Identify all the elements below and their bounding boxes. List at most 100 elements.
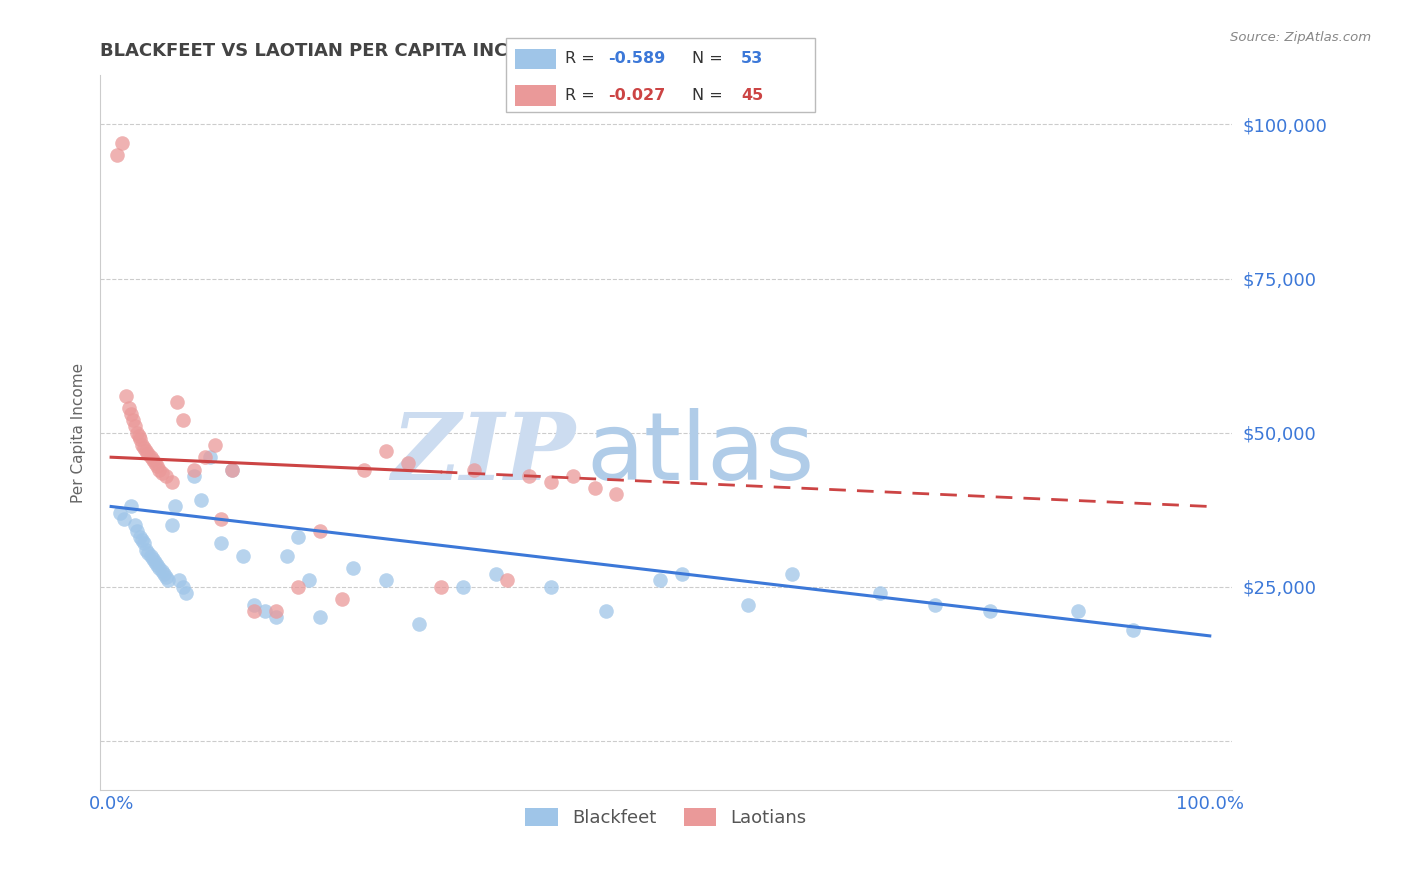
Point: [276, 549, 298, 563]
Point: [128, 428, 150, 442]
Point: [132, 441, 155, 455]
Point: [287, 530, 309, 544]
Point: [869, 586, 891, 600]
Point: [517, 468, 540, 483]
Point: [782, 567, 804, 582]
Point: [150, 466, 173, 480]
Point: [193, 450, 215, 465]
Point: [243, 604, 266, 618]
Point: [308, 524, 330, 538]
Point: [204, 438, 226, 452]
Point: [155, 570, 177, 584]
Point: [142, 552, 165, 566]
Point: [979, 604, 1001, 618]
Point: [172, 580, 194, 594]
Point: [650, 574, 672, 588]
Point: [605, 487, 627, 501]
Point: [166, 394, 188, 409]
Point: [463, 462, 485, 476]
Text: N =: N =: [692, 88, 728, 103]
Point: [253, 604, 276, 618]
Point: [198, 450, 221, 465]
Text: N =: N =: [692, 52, 728, 66]
Point: [157, 574, 180, 588]
Point: [139, 450, 162, 465]
Text: R =: R =: [565, 52, 600, 66]
Point: [595, 604, 617, 618]
Point: [148, 561, 170, 575]
FancyBboxPatch shape: [506, 38, 815, 112]
Point: [485, 567, 508, 582]
Point: [342, 561, 364, 575]
Point: [167, 574, 190, 588]
Point: [172, 413, 194, 427]
Point: [183, 462, 205, 476]
Point: [143, 456, 166, 470]
Point: [111, 136, 134, 150]
Point: [429, 580, 451, 594]
Point: [353, 462, 375, 476]
Point: [308, 610, 330, 624]
Point: [540, 580, 562, 594]
Point: [737, 598, 759, 612]
Point: [174, 586, 197, 600]
Point: [264, 604, 287, 618]
Text: atlas: atlas: [586, 408, 815, 500]
Text: 53: 53: [741, 52, 763, 66]
Point: [924, 598, 946, 612]
Y-axis label: Per Capita Income: Per Capita Income: [72, 362, 86, 502]
Point: [287, 580, 309, 594]
Point: [155, 468, 177, 483]
Point: [160, 518, 183, 533]
Point: [127, 425, 149, 440]
Point: [138, 447, 160, 461]
Point: [495, 574, 517, 588]
Point: [160, 475, 183, 489]
Point: [143, 555, 166, 569]
Bar: [516, 85, 555, 105]
Text: Source: ZipAtlas.com: Source: ZipAtlas.com: [1230, 31, 1371, 45]
Point: [221, 462, 243, 476]
Point: [209, 512, 232, 526]
Point: [128, 530, 150, 544]
Point: [150, 564, 173, 578]
Point: [1067, 604, 1090, 618]
Point: [298, 574, 321, 588]
Point: [142, 453, 165, 467]
Text: BLACKFEET VS LAOTIAN PER CAPITA INCOME CORRELATION CHART: BLACKFEET VS LAOTIAN PER CAPITA INCOME C…: [100, 42, 775, 60]
Point: [183, 468, 205, 483]
Point: [108, 506, 131, 520]
Point: [118, 401, 141, 415]
Point: [138, 546, 160, 560]
Point: [330, 591, 353, 606]
Point: [163, 500, 186, 514]
Point: [120, 407, 142, 421]
Point: [232, 549, 254, 563]
Legend: Blackfeet, Laotians: Blackfeet, Laotians: [517, 801, 814, 835]
Point: [148, 462, 170, 476]
Point: [243, 598, 266, 612]
Point: [451, 580, 474, 594]
Text: 45: 45: [741, 88, 763, 103]
Point: [374, 444, 396, 458]
Text: R =: R =: [565, 88, 600, 103]
Text: -0.589: -0.589: [609, 52, 665, 66]
Point: [122, 413, 145, 427]
Point: [105, 148, 128, 162]
Point: [135, 542, 157, 557]
Point: [583, 481, 606, 495]
Point: [139, 549, 162, 563]
Point: [135, 444, 157, 458]
Point: [671, 567, 693, 582]
Point: [146, 459, 169, 474]
Point: [115, 388, 138, 402]
Point: [408, 616, 430, 631]
Text: -0.027: -0.027: [609, 88, 665, 103]
Point: [120, 500, 142, 514]
Point: [128, 432, 150, 446]
Point: [124, 419, 146, 434]
Point: [396, 456, 419, 470]
Point: [221, 462, 243, 476]
Point: [540, 475, 562, 489]
Point: [131, 438, 153, 452]
